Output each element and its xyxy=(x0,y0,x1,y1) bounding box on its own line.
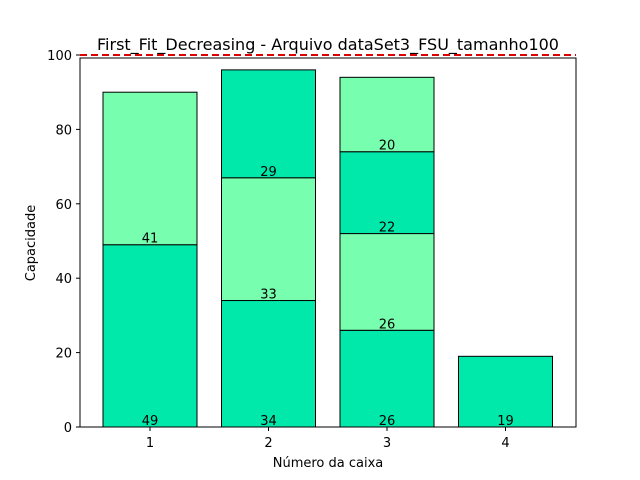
y-axis-label: Capacidade xyxy=(24,205,39,282)
data-label: 22 xyxy=(379,221,396,236)
data-label: 49 xyxy=(142,414,159,429)
data-label: 34 xyxy=(260,414,277,429)
y-tick-label: 20 xyxy=(55,347,72,362)
x-axis-ticks: 1 2 3 4 xyxy=(146,427,510,451)
plot-frame xyxy=(79,57,577,428)
y-axis-ticks: 0 20 40 60 80 100 xyxy=(47,49,80,436)
y-tick-label: 80 xyxy=(55,123,72,138)
data-label: 26 xyxy=(379,317,396,332)
bar-segment xyxy=(102,244,198,428)
bar-segment xyxy=(102,91,198,246)
data-label: 26 xyxy=(379,414,396,429)
y-tick-label: 40 xyxy=(55,272,72,287)
x-tick-label: 1 xyxy=(146,436,154,451)
x-axis-label: Número da caixa xyxy=(273,456,384,471)
chart-title: First_Fit_Decreasing - Arquivo dataSet3_… xyxy=(97,35,559,55)
data-label: 33 xyxy=(260,288,277,303)
y-tick-label: 100 xyxy=(47,49,72,64)
data-label: 19 xyxy=(497,414,514,429)
bar-segment xyxy=(221,69,316,179)
bars-group: 49 41 34 33 29 26 26 22 20 19 xyxy=(102,69,553,429)
x-tick-label: 2 xyxy=(264,436,272,451)
y-tick-label: 0 xyxy=(64,421,72,436)
bar-segment xyxy=(339,329,435,428)
x-tick-label: 4 xyxy=(501,436,509,451)
x-tick-label: 3 xyxy=(383,436,391,451)
data-label: 41 xyxy=(142,232,159,247)
bar-segment xyxy=(221,300,316,428)
data-label: 20 xyxy=(379,139,396,154)
y-tick-label: 60 xyxy=(55,198,72,213)
bar-segment xyxy=(339,76,435,153)
data-label: 29 xyxy=(260,165,277,180)
bar-segment xyxy=(221,177,316,302)
bar-segment xyxy=(458,355,553,428)
bar-segment xyxy=(339,233,435,331)
bar-segment xyxy=(339,151,435,235)
